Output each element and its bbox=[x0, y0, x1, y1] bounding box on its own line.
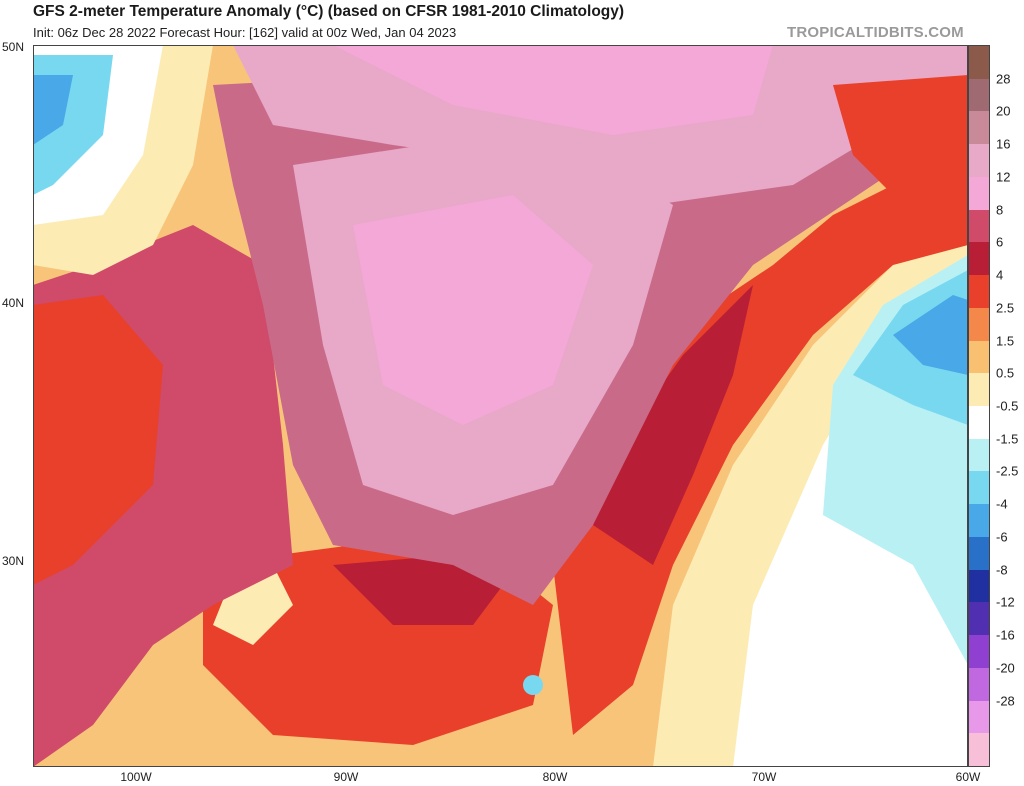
colorbar-bin bbox=[969, 242, 989, 276]
colorbar-bin bbox=[969, 176, 989, 211]
header: GFS 2-meter Temperature Anomaly (°C) (ba… bbox=[0, 0, 1024, 45]
colorbar-label: -12 bbox=[996, 594, 1015, 610]
colorbar-label: 16 bbox=[996, 136, 1011, 152]
colorbar-bin bbox=[969, 275, 989, 309]
colorbar-bin bbox=[969, 504, 989, 538]
lat-label-40n: 40N bbox=[2, 296, 25, 310]
anomaly-field bbox=[33, 45, 968, 767]
colorbar-bin bbox=[969, 46, 989, 80]
colorbar-bin bbox=[969, 307, 989, 342]
colorbar-label: -2.5 bbox=[996, 463, 1019, 479]
colorbar-label: 8 bbox=[996, 202, 1004, 218]
colorbar-bin bbox=[969, 209, 989, 243]
colorbar-label: 0.5 bbox=[996, 365, 1015, 381]
colorbar-label: 28 bbox=[996, 71, 1011, 87]
lon-label-90w: 90W bbox=[333, 770, 359, 784]
colorbar-label: -20 bbox=[996, 660, 1015, 676]
colorbar-bin bbox=[969, 635, 989, 669]
colorbar-bin bbox=[969, 471, 989, 505]
colorbar-label: 20 bbox=[996, 103, 1011, 119]
colorbar-label: 2.5 bbox=[996, 300, 1015, 316]
colorbar-bin bbox=[969, 667, 989, 702]
colorbar-bin bbox=[969, 733, 989, 767]
colorbar-label: -28 bbox=[996, 693, 1015, 709]
colorbar-bin bbox=[969, 406, 989, 440]
anomaly-map bbox=[33, 45, 968, 767]
lat-label-30n: 30N bbox=[2, 554, 25, 568]
colorbar-label: -4 bbox=[996, 496, 1008, 512]
colorbar-bin bbox=[969, 569, 989, 603]
colorbar-bin bbox=[969, 111, 989, 145]
colorbar bbox=[968, 45, 990, 767]
colorbar-label: -0.5 bbox=[996, 398, 1019, 414]
colorbar-label: -16 bbox=[996, 627, 1015, 643]
colorbar-label: -8 bbox=[996, 562, 1008, 578]
colorbar-label: -1.5 bbox=[996, 431, 1019, 447]
colorbar-label: 1.5 bbox=[996, 333, 1015, 349]
lon-label-70w: 70W bbox=[751, 770, 777, 784]
colorbar-bin bbox=[969, 78, 989, 112]
colorbar-label: -6 bbox=[996, 529, 1008, 545]
colorbar-bin bbox=[969, 602, 989, 636]
colorbar-label: 12 bbox=[996, 169, 1011, 185]
colorbar-bin bbox=[969, 340, 989, 374]
colorbar-bin bbox=[969, 700, 989, 734]
colorbar-label: 4 bbox=[996, 267, 1004, 283]
colorbar-bin bbox=[969, 144, 989, 178]
colorbar-bin bbox=[969, 373, 989, 407]
colorbar-bin bbox=[969, 536, 989, 571]
map-title: GFS 2-meter Temperature Anomaly (°C) (ba… bbox=[33, 3, 625, 20]
lon-label-80w: 80W bbox=[542, 770, 568, 784]
lat-label-50n: 50N bbox=[2, 40, 25, 54]
map-subtitle: Init: 06z Dec 28 2022 Forecast Hour: [16… bbox=[33, 25, 457, 40]
colorbar-label: 6 bbox=[996, 234, 1004, 250]
site-credit: TROPICALTIDBITS.COM bbox=[787, 24, 964, 41]
colorbar-bin bbox=[969, 438, 989, 472]
lon-label-60w: 60W bbox=[955, 770, 981, 784]
lon-label-100w: 100W bbox=[120, 770, 152, 784]
